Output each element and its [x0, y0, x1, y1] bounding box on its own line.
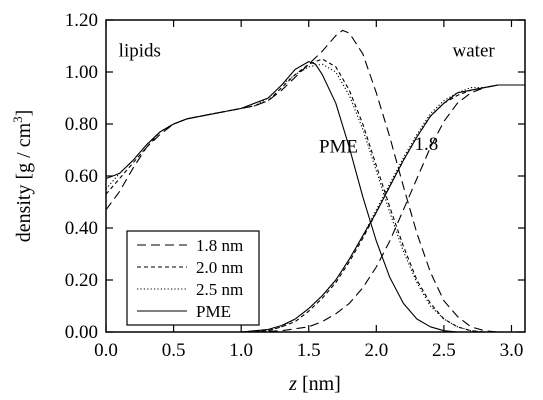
x-tick-label: 2.5 [432, 340, 456, 361]
y-axis-title: density [g / cm3] [10, 110, 35, 243]
series-group [106, 29, 525, 332]
annotation-label: PME [319, 137, 358, 158]
annotation-label: 1.8 [414, 134, 438, 155]
series-line-2-5-nm-water [241, 84, 525, 332]
y-tick-label: 1.00 [65, 62, 98, 83]
x-tick-label: 3.0 [500, 340, 524, 361]
legend-label: 2.0 nm [196, 258, 243, 277]
x-tick-label: 0.0 [94, 340, 118, 361]
y-tick-label: 0.60 [65, 166, 98, 187]
legend-box [126, 230, 260, 326]
annotation-label: lipids [119, 40, 161, 61]
x-tick-label: 0.5 [162, 340, 186, 361]
annotation-label: water [453, 40, 496, 61]
y-axis-title-end: ] [13, 110, 35, 117]
x-axis-unit: [nm] [297, 373, 341, 395]
legend: 1.8 nm 2.0 nm 2.5 nm PME [126, 230, 260, 326]
annotations-group: lipids water PME 1.8 [119, 40, 496, 157]
y-tick-label: 0.00 [65, 322, 98, 343]
y-tick-label: 0.40 [65, 218, 98, 239]
series-line-pme-lipids [106, 61, 525, 332]
x-axis-title: z [nm] [288, 373, 341, 395]
x-tick-label: 1.0 [229, 340, 253, 361]
y-tick-label: 0.20 [65, 270, 98, 291]
series-line-2-0-nm-water [241, 84, 525, 332]
x-tick-label: 1.5 [297, 340, 321, 361]
ticks-group: 0.0 0.5 1.0 1.5 2.0 2.5 3.0 0.00 0.20 0.40 0.60 0.8… [65, 10, 525, 361]
x-axis-variable: z [288, 373, 297, 395]
series-line-1-8-nm-water [254, 84, 525, 332]
series-line-pme-water [241, 84, 525, 332]
y-axis-title-sup: 3 [10, 116, 25, 123]
legend-label: 1.8 nm [196, 236, 243, 255]
legend-label: PME [196, 302, 231, 321]
y-axis-title-main: density [g / cm [13, 122, 35, 242]
x-tick-label: 2.0 [364, 340, 388, 361]
y-tick-label: 1.20 [65, 10, 98, 31]
legend-label: 2.5 nm [196, 280, 243, 299]
y-tick-label: 0.80 [65, 114, 98, 135]
